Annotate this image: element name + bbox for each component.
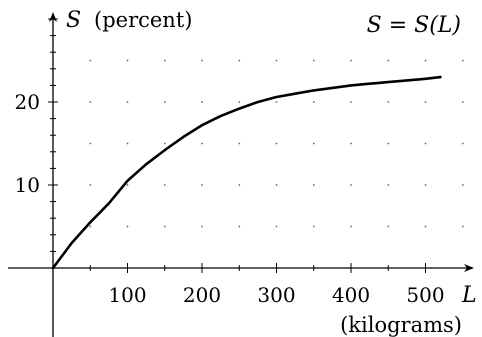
grid-dot [201,184,203,186]
grid-dot [126,101,129,103]
tick-marks [48,18,426,273]
grid-dot [275,184,278,186]
grid-dot [312,101,315,103]
grid-dot [424,142,427,145]
grid-dot [89,59,92,62]
chart-title: S = S(L) [367,13,461,38]
x-tick-label: 300 [257,283,295,307]
x-tick-label: 200 [183,283,221,307]
grid-dot [275,59,278,62]
x-axis-arrow [464,264,474,272]
grid-dot [461,184,464,186]
grid-dot [350,225,352,228]
y-tick-label: 10 [15,173,40,197]
grid-dot [275,225,278,228]
grid-dot [126,225,129,228]
grid-dot [424,59,427,62]
grid-dot [387,101,390,103]
grid-dot [163,225,166,228]
grid-dot [163,59,166,62]
grid-dot [424,225,427,228]
grid-dot [461,59,464,62]
grid-dot [89,184,92,186]
grid-dot [126,59,129,62]
grid-dot [350,101,352,103]
grid-dot [238,225,241,228]
grid-dot [312,184,315,186]
grid-dot [238,59,241,62]
grid-dot [275,101,278,103]
grid-dot [387,142,390,145]
grid-dot [461,225,464,228]
grid-dot [89,225,92,228]
x-axis-symbol: L [461,283,477,308]
grid-dot [89,101,92,103]
grid-dot [387,225,390,228]
grid [89,59,464,228]
grid-dot [312,142,315,145]
grid-dot [312,59,315,62]
grid-dot [350,184,352,186]
y-axis-symbol: S [66,8,81,33]
grid-dot [350,59,352,62]
grid-dot [424,101,427,103]
grid-dot [461,142,464,145]
grid-dot [201,59,203,62]
grid-dot [201,225,203,228]
y-tick-label: 20 [15,90,40,114]
grid-dot [126,184,129,186]
grid-dot [461,101,464,103]
grid-dot [201,142,203,145]
grid-dot [201,101,203,103]
grid-dot [387,184,390,186]
y-axis-unit: (percent) [94,8,192,32]
grid-dot [238,184,241,186]
x-tick-label: 100 [108,283,146,307]
grid-dot [126,142,129,145]
data-line [51,75,442,270]
grid-dot [89,142,92,145]
x-axis-unit: (kilograms) [340,313,462,337]
grid-dot [163,142,166,145]
grid-dot [238,101,241,103]
grid-dot [312,225,315,228]
x-tick-label: 500 [406,283,444,307]
grid-dot [275,142,278,145]
grid-dot [387,59,390,62]
x-tick-label: 400 [332,283,370,307]
grid-dot [350,142,352,145]
grid-dot [424,184,427,186]
grid-dot [238,142,241,145]
grid-dot [163,101,166,103]
tick-labels: 100 200 300 400 500 10 20 [15,90,445,307]
axes [8,12,474,337]
grid-dot [163,184,166,186]
